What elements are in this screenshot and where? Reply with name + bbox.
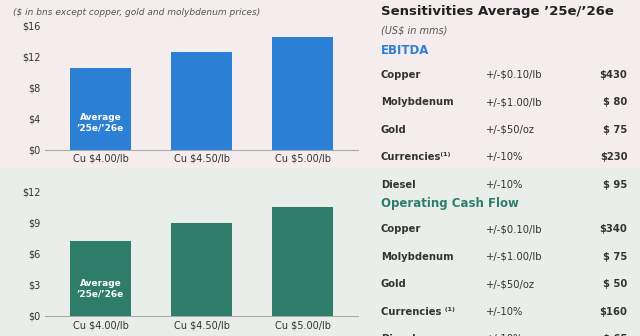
Text: Copper: Copper (381, 224, 421, 234)
Text: $340: $340 (600, 224, 627, 234)
Text: +/-$0.10/lb: +/-$0.10/lb (486, 70, 543, 80)
Text: +/-$1.00/lb: +/-$1.00/lb (486, 252, 543, 262)
Text: $ 65: $ 65 (603, 334, 627, 336)
Text: $ 50: $ 50 (603, 279, 627, 289)
Text: EBITDA: EBITDA (381, 44, 429, 57)
Text: Average
’25e/’26e: Average ’25e/’26e (77, 113, 124, 132)
Text: (US$ in mms): (US$ in mms) (381, 25, 447, 35)
Text: Currencies ⁽¹⁾: Currencies ⁽¹⁾ (381, 307, 454, 317)
Text: Diesel: Diesel (381, 180, 415, 190)
Text: $ 80: $ 80 (603, 97, 627, 107)
Text: Sensitivities Average ’25e/’26e: Sensitivities Average ’25e/’26e (381, 5, 614, 18)
Bar (273, 37, 333, 150)
Text: Molybdenum: Molybdenum (381, 252, 453, 262)
Text: $230: $230 (600, 152, 627, 162)
Bar (172, 52, 232, 150)
Text: $430: $430 (600, 70, 627, 80)
Text: $ 95: $ 95 (603, 180, 627, 190)
Bar (273, 207, 333, 316)
Text: Operating Cash Flow: Operating Cash Flow (381, 197, 518, 210)
Text: +/-10%: +/-10% (486, 152, 524, 162)
Text: +/-10%: +/-10% (486, 180, 524, 190)
Text: Gold: Gold (381, 279, 406, 289)
Text: +/-10%: +/-10% (486, 334, 524, 336)
Bar (70, 68, 131, 150)
Text: $ 75: $ 75 (603, 125, 627, 135)
Text: Gold: Gold (381, 125, 406, 135)
Text: Copper: Copper (381, 70, 421, 80)
Text: +/-$0.10/lb: +/-$0.10/lb (486, 224, 543, 234)
Text: Currencies⁽¹⁾: Currencies⁽¹⁾ (381, 152, 451, 162)
Text: $160: $160 (599, 307, 627, 317)
Text: Molybdenum: Molybdenum (381, 97, 453, 107)
Text: +/-$50/oz: +/-$50/oz (486, 279, 536, 289)
Text: Average
’25e/’26e: Average ’25e/’26e (77, 279, 124, 299)
Text: +/-$50/oz: +/-$50/oz (486, 125, 536, 135)
Bar (172, 223, 232, 316)
Text: +/-10%: +/-10% (486, 307, 524, 317)
Bar (70, 241, 131, 316)
Text: $ 75: $ 75 (603, 252, 627, 262)
Text: +/-$1.00/lb: +/-$1.00/lb (486, 97, 543, 107)
Text: ($ in bns except copper, gold and molybdenum prices): ($ in bns except copper, gold and molybd… (13, 8, 260, 17)
Text: Diesel: Diesel (381, 334, 415, 336)
